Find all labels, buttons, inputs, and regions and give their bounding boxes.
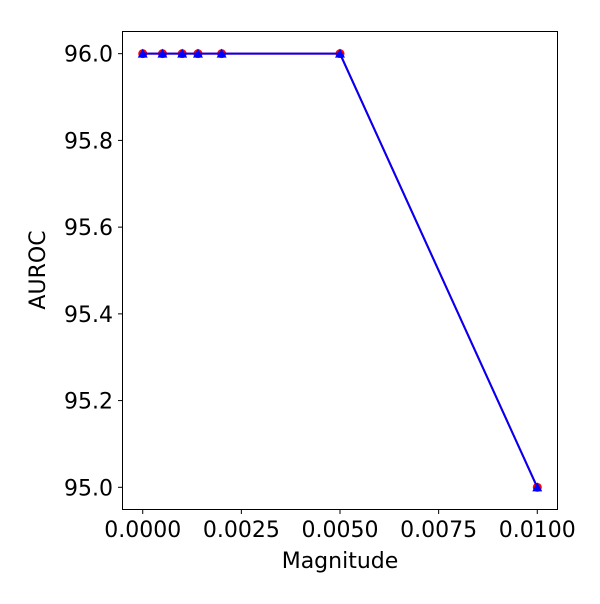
y-tick-label: 95.4 [64,303,113,328]
x-tick-label: 0.0050 [302,518,379,543]
plot-frame [122,31,558,510]
series-line-1 [142,52,539,488]
x-tick-label: 0.0075 [400,518,477,543]
chart-marks [137,48,543,492]
series-2-point [216,48,227,58]
y-axis-label: AUROC [26,230,51,309]
x-axis-label: Magnitude [282,549,399,574]
series-line-2 [142,52,539,488]
series-2-point [192,48,203,58]
x-tick-label: 0.0000 [104,518,181,543]
x-tick-label: 0.0100 [499,518,576,543]
y-tick-label: 96.0 [64,43,113,68]
y-tick-label: 95.0 [64,476,113,501]
series-2-point [532,482,543,492]
chart-axes: 0.0000 0.0025 0.0050 0.0075 0.0100 95.0 95.2 95… [64,43,576,543]
y-tick-label: 95.8 [64,129,113,154]
series-2-point [335,48,345,58]
series-2-point [157,48,168,58]
y-tick-label: 95.6 [64,216,113,241]
y-tick-label: 95.2 [64,390,113,415]
series-2-point [177,48,188,58]
series-2-point [137,48,148,58]
x-tick-label: 0.0025 [203,518,280,543]
